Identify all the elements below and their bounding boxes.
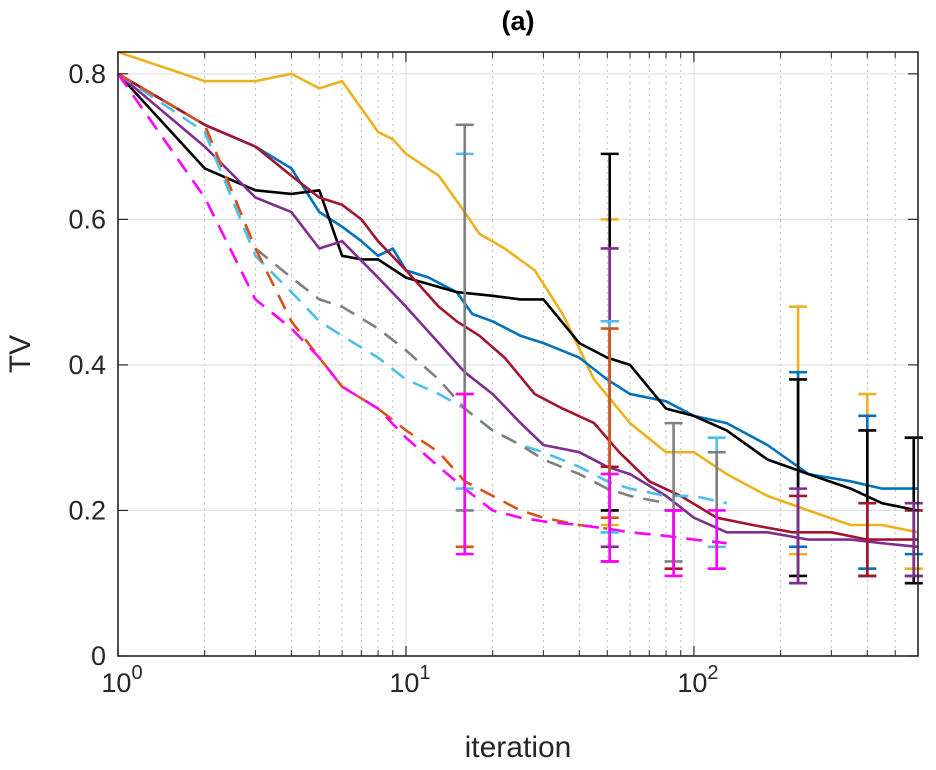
errorbars-magenta <box>455 392 726 578</box>
y-tick-label: 0.8 <box>68 59 106 89</box>
series-line <box>117 72 608 530</box>
y-tick-label: 0.4 <box>68 350 106 380</box>
series-line <box>117 72 919 512</box>
series-layer <box>116 50 923 585</box>
series-line <box>117 72 918 490</box>
x-tick-label-exponent: 0 <box>131 662 142 684</box>
series-purple <box>117 72 919 549</box>
x-tick-label: 100 <box>101 662 142 698</box>
chart-title: (a) <box>502 6 535 36</box>
series-blue <box>117 72 918 490</box>
x-tick-label: 101 <box>389 662 430 698</box>
y-tick-label: 0 <box>91 641 106 671</box>
error-bar <box>455 392 474 556</box>
error-bar <box>707 509 726 570</box>
y-tick-label: 0.6 <box>68 204 106 234</box>
x-tick-label-exponent: 1 <box>419 662 430 684</box>
x-tick-label-exponent: 2 <box>707 662 718 684</box>
plot-area-frame <box>117 51 919 657</box>
series-grey <box>117 72 667 505</box>
error-bar <box>600 472 619 563</box>
x-tick-label: 102 <box>677 662 718 698</box>
series-line <box>117 72 918 541</box>
grid <box>117 52 919 656</box>
x-tick-label-base: 10 <box>101 668 131 698</box>
y-axis-label: TV <box>4 335 37 373</box>
series-line <box>117 50 919 534</box>
series-dark-red <box>117 72 918 541</box>
series-black <box>117 72 919 512</box>
error-bar <box>858 501 877 578</box>
error-bar <box>789 487 808 585</box>
x-tick-label-base: 10 <box>677 668 707 698</box>
error-bar <box>664 509 683 578</box>
series-orange <box>117 72 608 530</box>
x-tick-label-base: 10 <box>389 668 419 698</box>
series-yellow <box>117 50 919 534</box>
error-bar <box>904 501 923 578</box>
series-line <box>117 72 919 549</box>
x-axis-label: iteration <box>465 731 572 764</box>
series-line <box>117 72 667 505</box>
y-tick-label: 0.2 <box>68 495 106 525</box>
